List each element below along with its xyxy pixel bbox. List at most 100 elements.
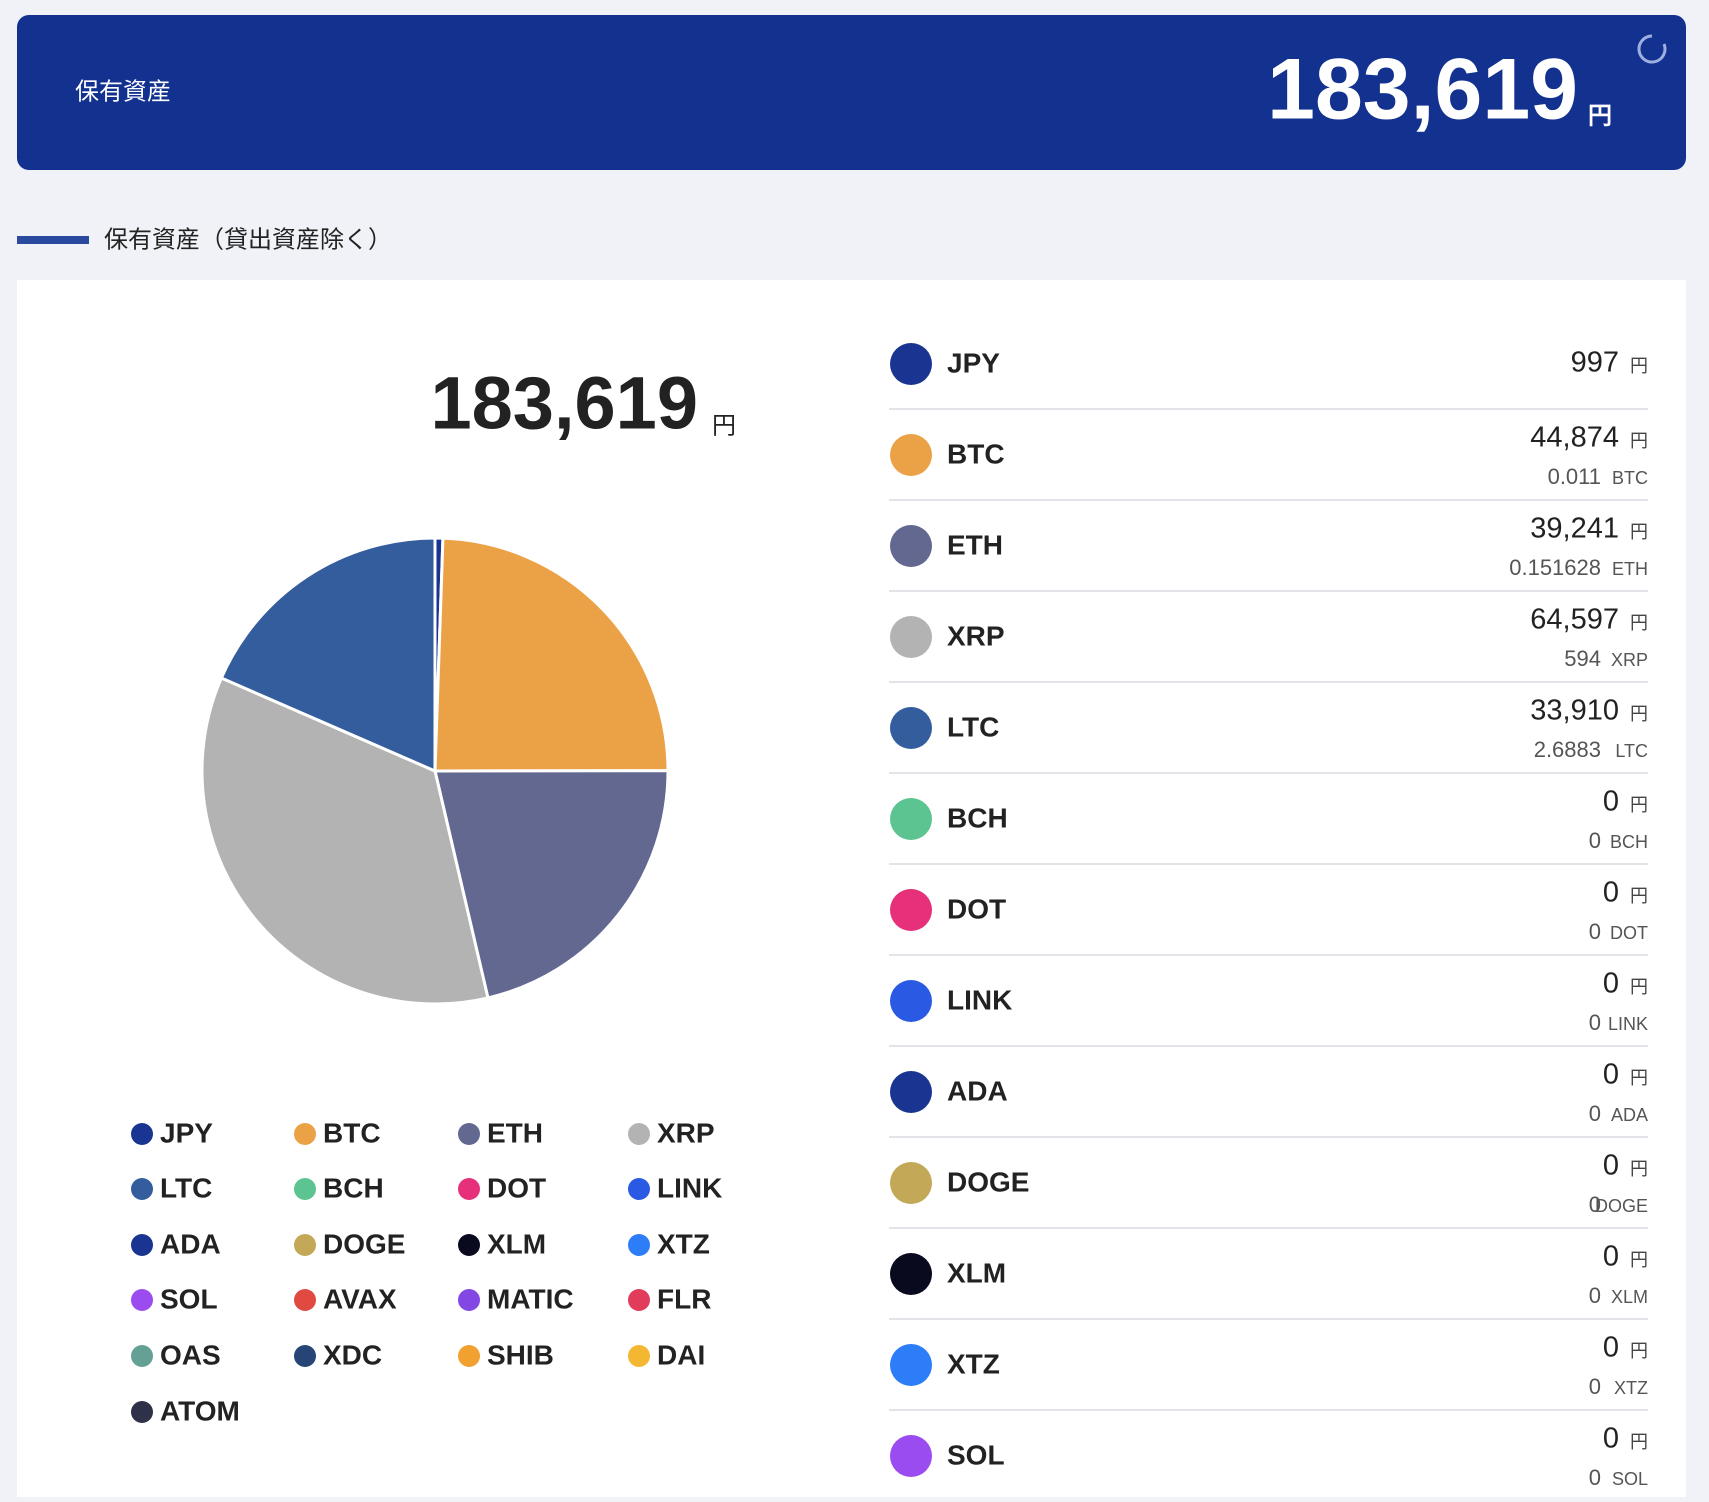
coin-icon <box>890 798 932 840</box>
legend-label: XRP <box>657 1117 715 1148</box>
coin-amount: 0 <box>1589 919 1601 944</box>
legend-swatch <box>628 1345 650 1367</box>
coin-symbol: BCH <box>947 802 1008 833</box>
coin-amount: 0 <box>1589 1101 1601 1126</box>
coin-amount-unit: XTZ <box>1614 1378 1648 1398</box>
legend-label: XDC <box>323 1339 382 1370</box>
legend-label: SHIB <box>487 1339 554 1370</box>
legend-label: FLR <box>657 1283 711 1314</box>
jpy-value: 0 <box>1603 1332 1619 1364</box>
coin-icon <box>890 343 932 385</box>
jpy-unit: 円 <box>1630 1341 1648 1361</box>
coin-symbol: XTZ <box>947 1348 1000 1379</box>
coin-amount: 0 <box>1589 1192 1601 1217</box>
section-bar <box>17 236 89 244</box>
coin-symbol: JPY <box>947 347 1000 378</box>
legend-swatch <box>458 1178 480 1200</box>
coin-amount-unit: BTC <box>1612 468 1648 488</box>
jpy-unit: 円 <box>1630 522 1648 542</box>
legend-label: ATOM <box>160 1395 240 1426</box>
coin-amount-unit: ETH <box>1612 559 1648 579</box>
legend-swatch <box>628 1178 650 1200</box>
coin-symbol: XRP <box>947 620 1005 651</box>
coin-icon <box>890 1162 932 1204</box>
jpy-value: 0 <box>1603 786 1619 818</box>
coin-amount: 0.151628 <box>1509 555 1601 580</box>
legend-label: DAI <box>657 1339 705 1370</box>
chart-total: 183,619 <box>431 362 699 445</box>
legend-label: XTZ <box>657 1228 710 1259</box>
legend-label: MATIC <box>487 1283 574 1314</box>
legend-swatch <box>628 1234 650 1256</box>
legend-label: DOGE <box>323 1228 405 1259</box>
jpy-value: 0 <box>1603 877 1619 909</box>
coin-icon <box>890 525 932 567</box>
coin-symbol: LINK <box>947 984 1012 1015</box>
jpy-value: 0 <box>1603 1241 1619 1273</box>
coin-amount: 0 <box>1589 1374 1601 1399</box>
jpy-unit: 円 <box>1630 1068 1648 1088</box>
coin-icon <box>890 1344 932 1386</box>
coin-amount-unit: DOGE <box>1595 1196 1648 1216</box>
jpy-value: 33,910 <box>1530 695 1619 727</box>
legend-label: BCH <box>323 1172 384 1203</box>
coin-icon <box>890 434 932 476</box>
legend-label: LINK <box>657 1172 722 1203</box>
legend-swatch <box>294 1123 316 1145</box>
legend-label: AVAX <box>323 1283 397 1314</box>
legend-label: SOL <box>160 1283 218 1314</box>
coin-symbol: ADA <box>947 1075 1008 1106</box>
header-total: 183,619 <box>1267 42 1578 138</box>
jpy-unit: 円 <box>1630 431 1648 451</box>
legend-label: ETH <box>487 1117 543 1148</box>
jpy-unit: 円 <box>1630 1159 1648 1179</box>
coin-symbol: DOT <box>947 893 1006 924</box>
coin-amount-unit: DOT <box>1610 923 1648 943</box>
coin-amount-unit: BCH <box>1610 832 1648 852</box>
coin-icon <box>890 1071 932 1113</box>
jpy-value: 0 <box>1603 1423 1619 1455</box>
coin-icon <box>890 889 932 931</box>
legend-swatch <box>294 1234 316 1256</box>
coin-amount: 2.6883 <box>1534 737 1601 762</box>
jpy-value: 997 <box>1571 347 1619 379</box>
jpy-value: 39,241 <box>1530 513 1619 545</box>
coin-amount: 0 <box>1589 1465 1601 1490</box>
legend-swatch <box>131 1289 153 1311</box>
pie-slice <box>433 769 670 1000</box>
coin-symbol: XLM <box>947 1257 1006 1288</box>
coin-amount-unit: XRP <box>1611 650 1648 670</box>
coin-symbol: ETH <box>947 529 1003 560</box>
jpy-unit: 円 <box>1630 886 1648 906</box>
legend-swatch <box>131 1234 153 1256</box>
pie-slice <box>219 536 437 774</box>
legend-swatch <box>131 1345 153 1367</box>
coin-icon <box>890 616 932 658</box>
jpy-unit: 円 <box>1630 1250 1648 1270</box>
legend-swatch <box>458 1123 480 1145</box>
legend-label: OAS <box>160 1339 221 1370</box>
legend-swatch <box>294 1345 316 1367</box>
coin-icon <box>890 707 932 749</box>
coin-amount: 0 <box>1589 1010 1601 1035</box>
legend-label: LTC <box>160 1172 212 1203</box>
legend-label: XLM <box>487 1228 546 1259</box>
coin-amount: 0 <box>1589 1283 1601 1308</box>
legend-label: DOT <box>487 1172 546 1203</box>
legend-label: ADA <box>160 1228 221 1259</box>
jpy-unit: 円 <box>1630 613 1648 633</box>
refresh-button[interactable] <box>1637 34 1667 64</box>
legend-swatch <box>458 1289 480 1311</box>
jpy-value: 0 <box>1603 968 1619 1000</box>
coin-amount: 594 <box>1564 646 1601 671</box>
legend-swatch <box>628 1123 650 1145</box>
legend-label: BTC <box>323 1117 381 1148</box>
coin-icon <box>890 1253 932 1295</box>
jpy-unit: 円 <box>1630 1432 1648 1452</box>
jpy-value: 44,874 <box>1530 422 1619 454</box>
jpy-value: 64,597 <box>1530 604 1619 636</box>
legend-swatch <box>458 1345 480 1367</box>
coin-symbol: SOL <box>947 1439 1005 1470</box>
